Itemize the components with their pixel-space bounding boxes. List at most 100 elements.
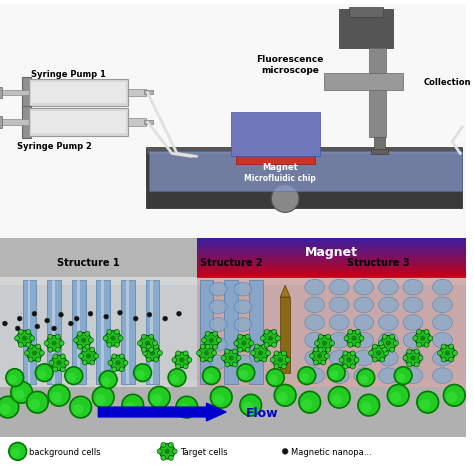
Circle shape xyxy=(407,362,412,367)
Circle shape xyxy=(70,396,91,418)
Ellipse shape xyxy=(234,355,252,369)
Circle shape xyxy=(168,442,173,447)
Circle shape xyxy=(204,350,209,356)
Ellipse shape xyxy=(210,355,227,369)
Circle shape xyxy=(350,351,356,356)
Circle shape xyxy=(148,386,170,408)
Circle shape xyxy=(205,331,210,336)
Ellipse shape xyxy=(379,315,398,330)
Circle shape xyxy=(245,334,250,339)
Bar xyxy=(197,268,466,270)
Bar xyxy=(197,262,466,263)
Text: Magnet: Magnet xyxy=(262,163,298,172)
Bar xyxy=(128,118,146,126)
Bar xyxy=(197,269,466,271)
Circle shape xyxy=(270,357,275,363)
Bar xyxy=(197,240,466,241)
Circle shape xyxy=(118,310,122,315)
Circle shape xyxy=(77,331,82,336)
Circle shape xyxy=(161,456,166,460)
Circle shape xyxy=(92,386,114,408)
Bar xyxy=(280,297,290,373)
Bar xyxy=(0,387,466,437)
Circle shape xyxy=(269,375,277,384)
Bar xyxy=(231,112,319,156)
Circle shape xyxy=(64,360,69,365)
Polygon shape xyxy=(370,346,387,361)
Ellipse shape xyxy=(234,282,252,296)
Ellipse shape xyxy=(433,368,452,383)
Ellipse shape xyxy=(305,350,325,366)
Bar xyxy=(47,280,61,384)
Bar xyxy=(197,246,466,247)
Circle shape xyxy=(112,367,117,372)
Circle shape xyxy=(225,362,230,367)
Circle shape xyxy=(18,329,23,334)
Bar xyxy=(197,266,466,268)
Bar xyxy=(0,87,2,99)
Circle shape xyxy=(49,360,54,365)
Circle shape xyxy=(236,356,241,360)
Polygon shape xyxy=(316,336,333,351)
Circle shape xyxy=(209,337,214,343)
Ellipse shape xyxy=(433,315,452,330)
Circle shape xyxy=(424,329,429,334)
Circle shape xyxy=(394,367,412,384)
Polygon shape xyxy=(138,336,156,351)
Polygon shape xyxy=(345,330,363,346)
Circle shape xyxy=(438,351,442,356)
Circle shape xyxy=(217,338,221,343)
Circle shape xyxy=(382,334,387,339)
Circle shape xyxy=(103,336,108,341)
Circle shape xyxy=(172,449,177,454)
Circle shape xyxy=(211,351,217,356)
Circle shape xyxy=(418,356,423,360)
Circle shape xyxy=(380,357,385,362)
Ellipse shape xyxy=(433,350,452,366)
Circle shape xyxy=(77,344,82,349)
Ellipse shape xyxy=(329,332,349,348)
Circle shape xyxy=(200,357,205,362)
Circle shape xyxy=(29,399,40,410)
Ellipse shape xyxy=(354,368,374,383)
Circle shape xyxy=(0,404,10,415)
Circle shape xyxy=(446,392,457,403)
Circle shape xyxy=(417,342,421,347)
Circle shape xyxy=(413,336,418,341)
Circle shape xyxy=(314,341,319,346)
Circle shape xyxy=(136,370,145,379)
Circle shape xyxy=(176,311,182,316)
Circle shape xyxy=(301,399,312,410)
Circle shape xyxy=(15,336,19,341)
Circle shape xyxy=(26,342,31,347)
Circle shape xyxy=(176,364,181,369)
Circle shape xyxy=(382,347,387,352)
Bar xyxy=(197,259,466,260)
Bar xyxy=(146,146,462,155)
Circle shape xyxy=(383,351,389,356)
Circle shape xyxy=(208,357,213,362)
Bar xyxy=(96,280,110,384)
Circle shape xyxy=(449,344,454,349)
Bar xyxy=(121,280,135,384)
Circle shape xyxy=(232,362,237,367)
Polygon shape xyxy=(252,346,269,361)
Bar xyxy=(197,273,466,274)
Circle shape xyxy=(326,334,331,339)
Polygon shape xyxy=(311,348,328,364)
Ellipse shape xyxy=(329,297,349,313)
Circle shape xyxy=(322,340,327,346)
Circle shape xyxy=(36,344,41,349)
Circle shape xyxy=(6,369,24,386)
Circle shape xyxy=(275,336,281,341)
Circle shape xyxy=(441,357,446,362)
Bar xyxy=(197,272,466,273)
Circle shape xyxy=(55,347,60,352)
Bar xyxy=(197,275,466,277)
Circle shape xyxy=(82,347,87,352)
Bar xyxy=(0,380,466,387)
Circle shape xyxy=(36,357,41,362)
Circle shape xyxy=(79,354,83,358)
Circle shape xyxy=(157,449,162,454)
Circle shape xyxy=(208,344,213,349)
